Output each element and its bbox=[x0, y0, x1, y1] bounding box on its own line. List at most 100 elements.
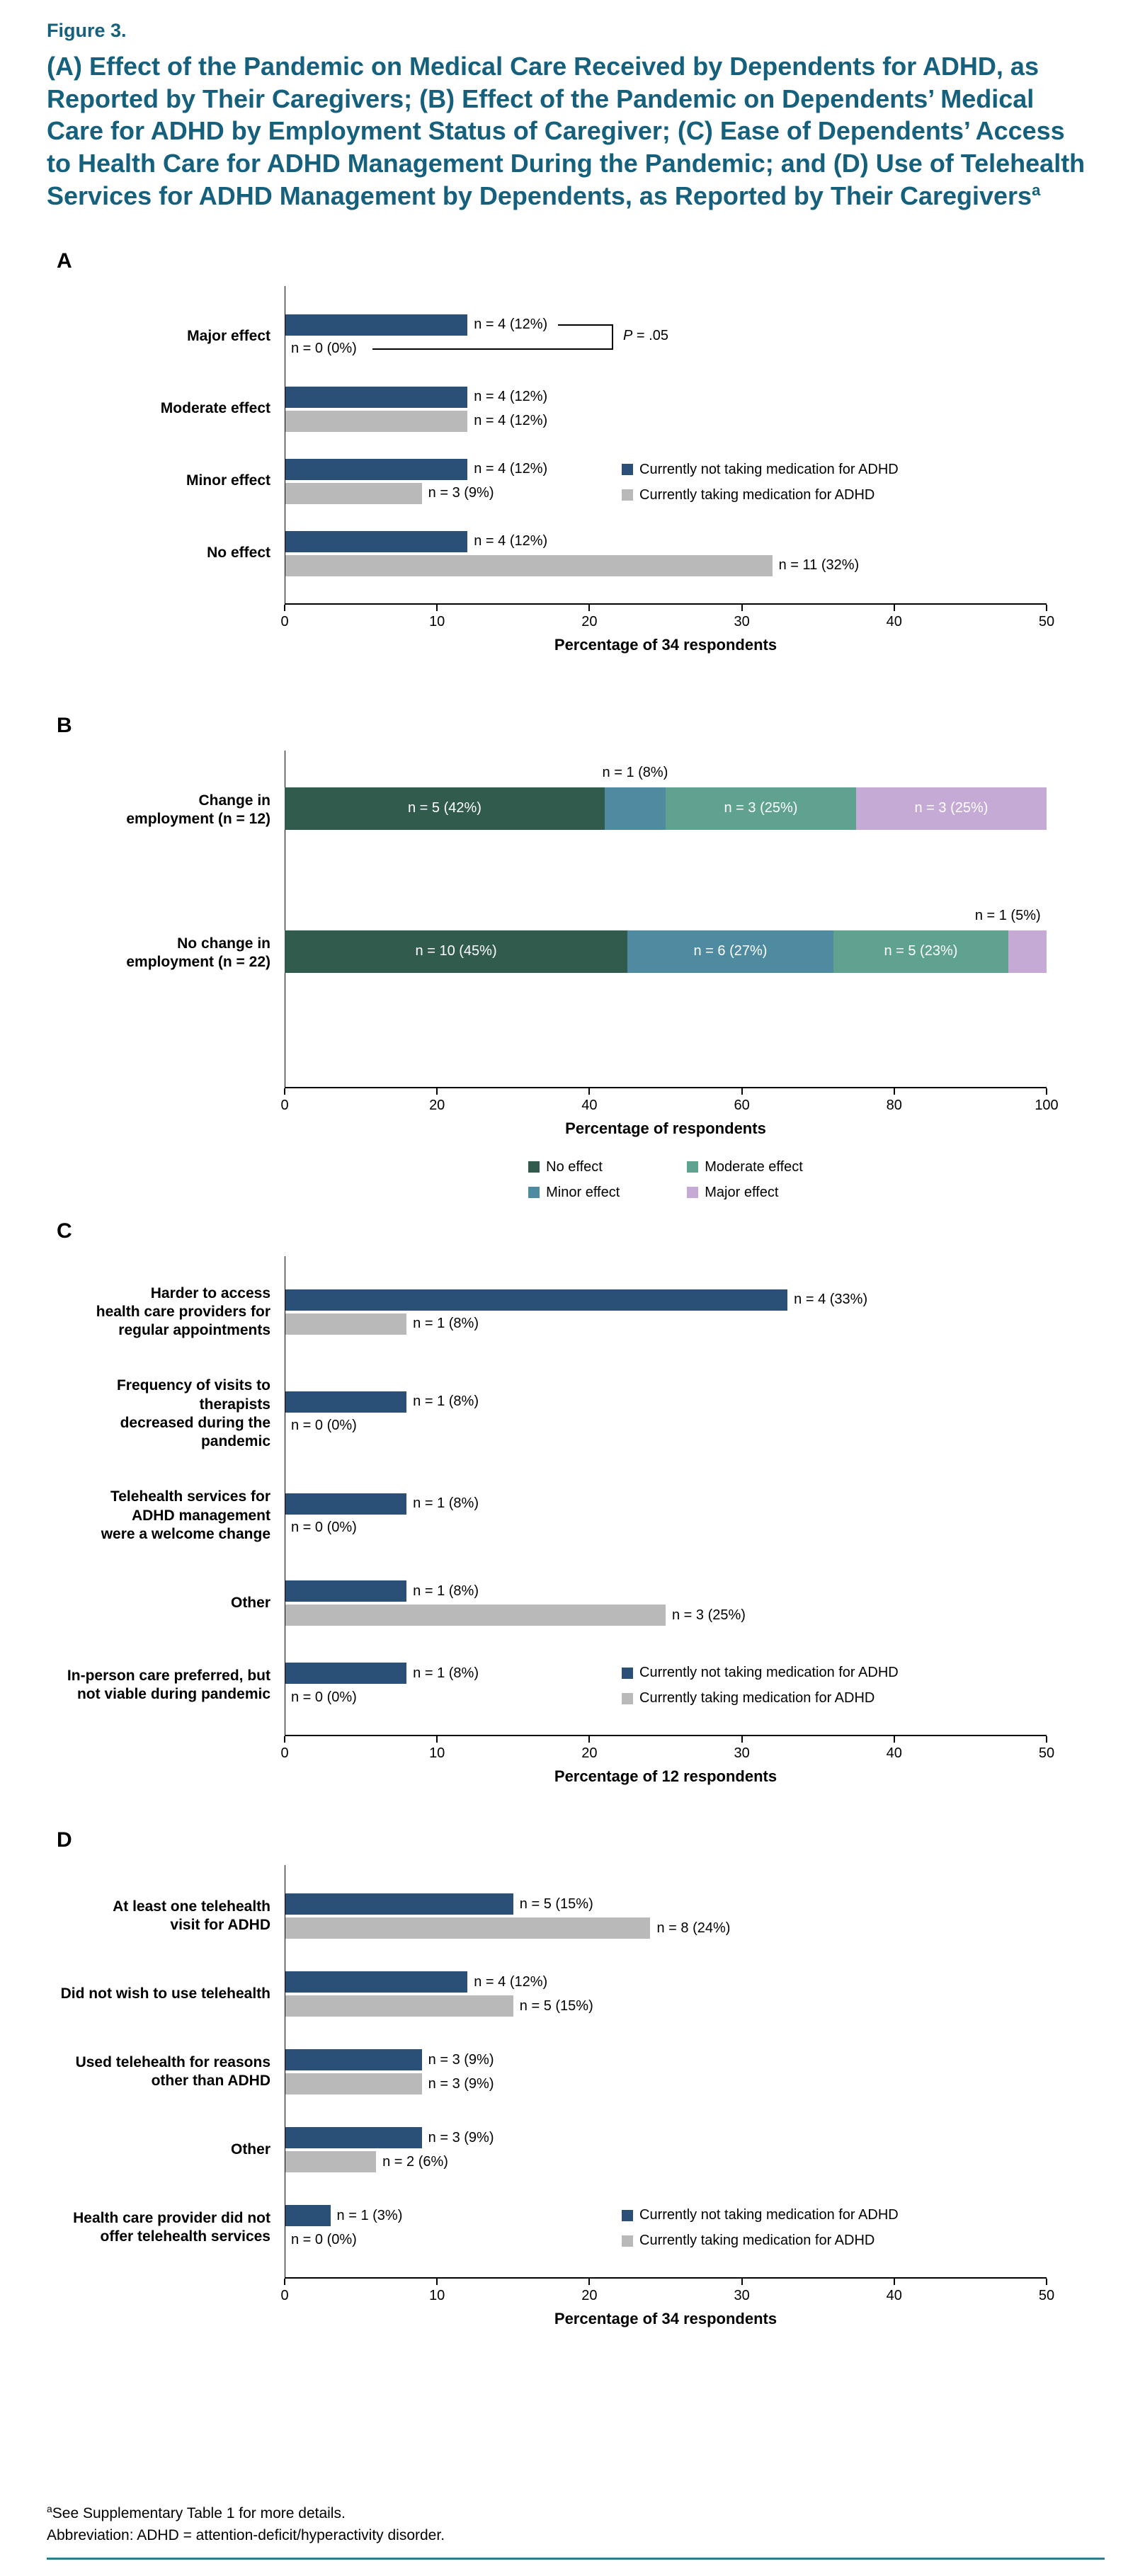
bar-value-label: n = 0 (0%) bbox=[291, 1418, 357, 1434]
legend-swatch bbox=[687, 1187, 699, 1199]
bar-value-label: n = 1 (3%) bbox=[336, 2207, 403, 2223]
tick-mark bbox=[741, 1736, 743, 1743]
legend-swatch bbox=[622, 1692, 633, 1704]
tick-label: 50 bbox=[1038, 1745, 1055, 1762]
bar-group: In-person care preferred, but not viable … bbox=[47, 1663, 1047, 1708]
bar-pair: n = 1 (8%) n = 0 (0%) bbox=[285, 1663, 1047, 1708]
category-label: Telehealth services for ADHD management we… bbox=[101, 1488, 270, 1542]
p-value-bracket-line bbox=[558, 324, 613, 326]
legend-item: Currently not taking medication for ADHD bbox=[622, 1665, 899, 1681]
figure-page: Figure 3. (A) Effect of the Pandemic on … bbox=[47, 20, 1105, 2560]
bar bbox=[285, 410, 468, 432]
bar-pair: n = 1 (8%) n = 3 (25%) bbox=[285, 1580, 1047, 1626]
panel-b-x-axis-ticks: 0 20 40 60 80 100 bbox=[280, 1088, 1059, 1118]
tick-mark bbox=[893, 2279, 895, 2286]
bar-row: n = 4 (12%) bbox=[285, 410, 1047, 432]
bar-row: n = 8 (24%) bbox=[285, 1917, 1047, 1939]
tick-label: 30 bbox=[734, 613, 750, 629]
panel-a-x-axis-label: Percentage of 34 respondents bbox=[554, 635, 777, 654]
legend-item: Currently taking medication for ADHD bbox=[622, 1690, 899, 1706]
bar bbox=[285, 1391, 407, 1413]
tick-mark bbox=[1046, 1736, 1047, 1743]
stacked-bar-segments: n = 5 (42%) n = 3 (25%) n = 3 (25%) bbox=[285, 787, 1047, 830]
tick-mark bbox=[284, 1736, 285, 1743]
bottom-divider-rule bbox=[47, 2557, 1105, 2560]
bar-value-label: n = 3 (9%) bbox=[428, 2051, 494, 2068]
bar-pair: n = 5 (15%) n = 8 (24%) bbox=[285, 1893, 1047, 1939]
bar bbox=[285, 2049, 422, 2071]
tick-label: 60 bbox=[734, 1097, 750, 1113]
bar-row: n = 5 (15%) bbox=[285, 1995, 1047, 2017]
bar-segment: n = 6 (27%) bbox=[627, 930, 833, 973]
category-label: Used telehealth for reasons other than AD… bbox=[75, 2053, 270, 2090]
bar-value-label: n = 3 (25%) bbox=[724, 800, 798, 816]
tick-label: 0 bbox=[280, 613, 289, 629]
legend-item: Minor effect bbox=[528, 1185, 620, 1201]
tick-mark bbox=[284, 604, 285, 611]
tick-mark bbox=[1046, 2279, 1047, 2286]
bar-row: n = 5 (15%) bbox=[285, 1893, 1047, 1915]
panel-b-x-axis-label: Percentage of respondents bbox=[565, 1119, 766, 1137]
tick-label: 40 bbox=[581, 1097, 598, 1113]
tick-label: 10 bbox=[429, 613, 445, 629]
bar-row: n = 3 (9%) bbox=[285, 482, 1047, 504]
legend-label: No effect bbox=[546, 1158, 603, 1175]
tick-label: 100 bbox=[1035, 1097, 1059, 1113]
bar-row: n = 1 (8%) bbox=[285, 1493, 1047, 1515]
tick-mark bbox=[436, 1736, 438, 1743]
panel-a-x-axis-ticks: 0 10 20 30 40 50 bbox=[280, 604, 1054, 634]
bar-value-label: n = 1 (5%) bbox=[974, 907, 1041, 923]
bar-pair: n = 1 (8%) n = 0 (0%) bbox=[285, 1493, 1047, 1539]
tick-mark bbox=[436, 604, 438, 611]
tick-mark bbox=[741, 604, 743, 611]
panel-d-x-axis-line bbox=[285, 2277, 1047, 2279]
bar bbox=[285, 482, 422, 504]
bar-value-label: n = 1 (8%) bbox=[413, 1665, 479, 1681]
tick-mark bbox=[741, 2279, 743, 2286]
bar-row: n = 0 (0%) bbox=[285, 1415, 1047, 1437]
bar-row: n = 11 (32%) bbox=[285, 554, 1047, 576]
bar-value-label: n = 1 (8%) bbox=[413, 1495, 479, 1512]
tick-mark bbox=[1046, 604, 1047, 611]
bar-pair: n = 4 (12%) n = 0 (0%) bbox=[285, 314, 1047, 360]
bar bbox=[285, 386, 468, 408]
legend-swatch bbox=[622, 1667, 633, 1679]
legend-label: Minor effect bbox=[546, 1184, 620, 1200]
bar-value-label: n = 4 (12%) bbox=[474, 1973, 548, 1990]
tick-mark bbox=[588, 1088, 591, 1095]
bar-row: n = 0 (0%) bbox=[285, 338, 1047, 360]
tick-label: 30 bbox=[734, 1745, 750, 1762]
bar-value-label: n = 6 (27%) bbox=[693, 943, 768, 959]
category-label: In-person care preferred, but not viable … bbox=[67, 1667, 270, 1703]
bar-row: n = 1 (8%) bbox=[285, 1391, 1047, 1413]
legend-item: Major effect bbox=[687, 1185, 803, 1201]
bar-value-label: n = 0 (0%) bbox=[291, 1520, 357, 1536]
bar-pair: n = 4 (33%) n = 1 (8%) bbox=[285, 1289, 1047, 1335]
bar bbox=[285, 1605, 666, 1626]
bar-row: n = 1 (8%) bbox=[285, 1313, 1047, 1335]
bar-group: Did not wish to use telehealth n = 4 (12%… bbox=[47, 1971, 1047, 2017]
legend-label: Currently taking medication for ADHD bbox=[639, 2233, 875, 2249]
p-value-bracket-line bbox=[612, 324, 613, 350]
bar bbox=[285, 1663, 407, 1685]
tick-label: 20 bbox=[581, 613, 598, 629]
figure-title: (A) Effect of the Pandemic on Medical Ca… bbox=[47, 50, 1095, 212]
tick-label: 40 bbox=[886, 613, 902, 629]
panel-c-letter: C bbox=[57, 1219, 72, 1243]
bar-group: Frequency of visits to therapists decreas… bbox=[47, 1377, 1047, 1451]
bar-segment bbox=[1008, 930, 1047, 973]
tick-label: 0 bbox=[280, 1745, 289, 1762]
tick-label: 10 bbox=[429, 2288, 445, 2304]
panel-a-x-axis-line bbox=[285, 603, 1047, 605]
bar-value-label: n = 4 (12%) bbox=[474, 533, 548, 549]
bar-row: n = 3 (9%) bbox=[285, 2127, 1047, 2149]
bar-value-label: n = 8 (24%) bbox=[656, 1920, 731, 1936]
bar-segment: n = 10 (45%) bbox=[285, 930, 628, 973]
bar-row: n = 3 (9%) bbox=[285, 2049, 1047, 2071]
bar-value-label: n = 3 (25%) bbox=[672, 1607, 746, 1623]
bar-row: n = 0 (0%) bbox=[285, 1517, 1047, 1539]
legend-swatch bbox=[622, 489, 633, 501]
legend-item: Moderate effect bbox=[687, 1159, 803, 1175]
legend-item: Currently taking medication for ADHD bbox=[622, 2233, 899, 2249]
panel-c-x-axis-ticks: 0 10 20 30 40 50 bbox=[280, 1736, 1054, 1766]
